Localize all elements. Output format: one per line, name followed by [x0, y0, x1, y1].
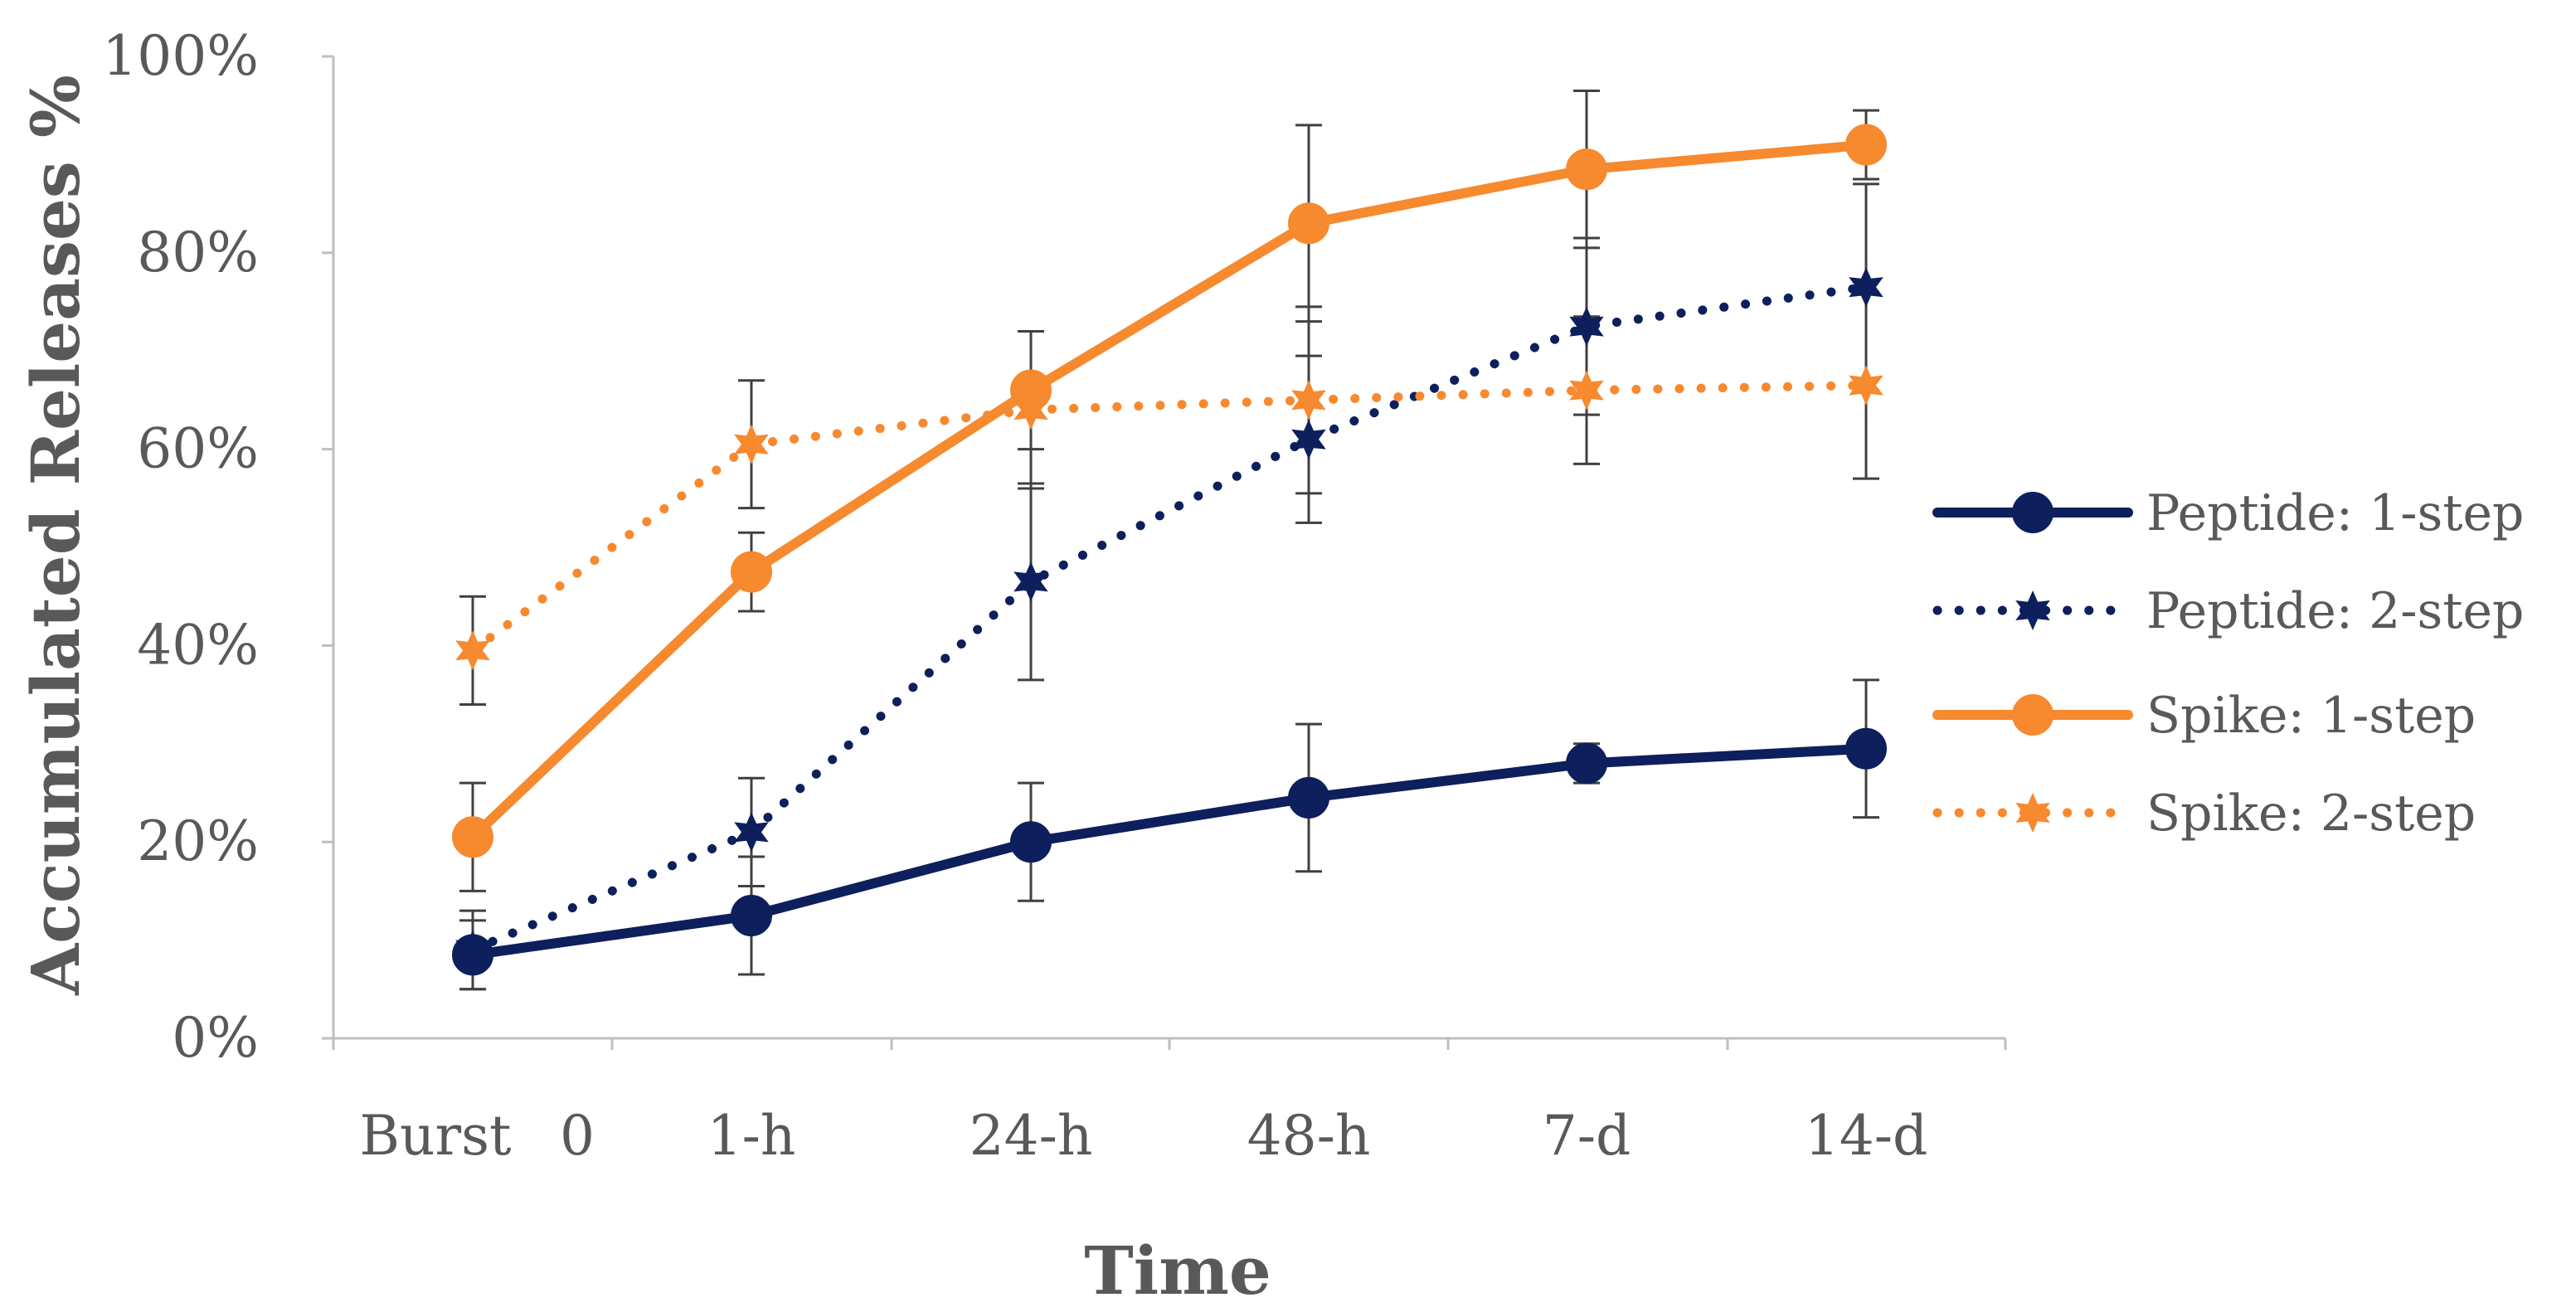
axes-layer — [322, 55, 2007, 1050]
legend-marker-4 — [2015, 793, 2050, 833]
series-markers — [452, 124, 1887, 976]
data-point-series-2 — [1569, 306, 1604, 347]
data-point-series-4 — [1013, 390, 1048, 430]
data-point-series-3 — [452, 816, 493, 858]
series-line-1 — [468, 743, 1871, 960]
y-tick-label: 20% — [137, 809, 259, 873]
y-axis-title: Accumulated Releases % — [17, 75, 95, 996]
x-tick-label: 7-d — [1543, 1104, 1631, 1168]
data-point-series-4 — [1569, 370, 1604, 411]
data-point-series-1 — [1566, 742, 1607, 785]
data-point-series-1 — [1010, 821, 1052, 863]
y-tick-label: 60% — [137, 417, 259, 481]
data-point-series-4 — [734, 424, 769, 464]
data-point-series-1 — [1845, 727, 1887, 770]
legend-label-4: Spike: 2-step — [2146, 785, 2476, 843]
x-tick-labels: 0 Burst 1-h 24-h 48-h 7-d 14-d — [360, 1104, 1928, 1168]
y-tick-label: 0% — [172, 1006, 259, 1070]
data-point-series-4 — [1291, 380, 1326, 420]
series-line-3 — [468, 139, 1871, 843]
legend-label-2: Peptide: 2-step — [2146, 582, 2524, 640]
legend-marker-2 — [2015, 590, 2050, 630]
legend: Peptide: 1-step Peptide: 2-step Spike: 1-s… — [1932, 484, 2524, 843]
data-point-series-2 — [1291, 419, 1326, 459]
y-tick-label: 80% — [137, 221, 259, 284]
x-tick-label: 1-h — [707, 1104, 796, 1168]
x-tick-label: 24-h — [970, 1104, 1093, 1168]
data-point-series-3 — [1566, 148, 1607, 191]
series-lines — [468, 139, 1871, 960]
data-point-series-2 — [1849, 267, 1883, 308]
x-tick-label: 48-h — [1247, 1104, 1371, 1168]
origin-tick-label: 0 — [560, 1104, 595, 1168]
legend-label-3: Spike: 1-step — [2146, 687, 2476, 745]
x-tick-label: 14-d — [1805, 1104, 1928, 1168]
data-point-series-3 — [1845, 124, 1887, 166]
data-point-series-2 — [734, 812, 769, 853]
y-tick-labels: 0% 20% 40% 60% 80% 100% — [102, 24, 259, 1070]
x-axis-title: Time — [1084, 1232, 1271, 1310]
data-point-series-1 — [1288, 776, 1329, 819]
data-point-series-4 — [1849, 365, 1883, 406]
data-point-series-4 — [455, 630, 490, 671]
legend-marker-1 — [2012, 492, 2054, 533]
data-point-series-1 — [731, 895, 772, 936]
data-point-series-3 — [731, 551, 772, 593]
y-tick-label: 100% — [102, 24, 259, 88]
data-point-series-2 — [455, 930, 490, 970]
data-point-series-3 — [1288, 202, 1329, 245]
series-line-4 — [468, 381, 1871, 655]
x-tick-label: Burst — [360, 1104, 512, 1168]
data-point-series-2 — [1013, 561, 1048, 602]
error-bars — [459, 89, 1879, 991]
y-tick-label: 40% — [137, 613, 259, 677]
legend-label-1: Peptide: 1-step — [2146, 484, 2524, 542]
legend-marker-3 — [2012, 694, 2054, 736]
